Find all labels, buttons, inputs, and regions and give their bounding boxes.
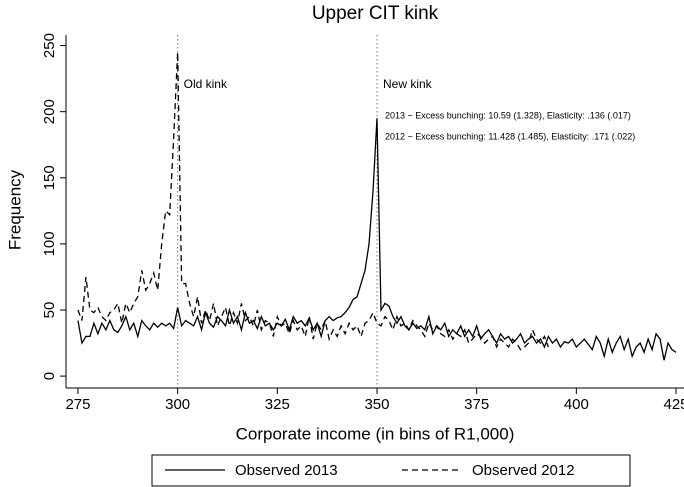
y-tick-label: 0 [41,372,58,380]
kink-label: Old kink [184,77,228,91]
note: 2013 − Excess bunching: 10.59 (1.328), E… [385,110,631,120]
y-tick-label: 100 [41,231,58,256]
y-tick-label: 250 [41,33,58,58]
series-line [77,118,677,361]
note: 2012 − Excess bunching: 11.428 (1.485), … [385,131,635,141]
x-tick-label: 375 [464,396,489,413]
series-line [77,52,550,351]
chart-title: Upper CIT kink [312,3,439,24]
y-tick-label: 150 [41,165,58,190]
x-tick-label: 350 [364,396,389,413]
x-tick-label: 325 [265,396,290,413]
legend-label: Observed 2012 [472,462,575,479]
x-tick-label: 300 [165,396,190,413]
y-tick-label: 200 [41,99,58,124]
legend-box [151,454,631,487]
x-axis-label: Corporate income (in bins of R1,000) [236,424,515,443]
kink-label: New kink [383,77,433,91]
legend-label: Observed 2013 [235,462,338,479]
y-tick-label: 50 [41,302,58,319]
x-tick-label: 400 [564,396,589,413]
x-tick-label: 425 [664,396,684,413]
x-tick-label: 275 [65,396,90,413]
y-axis-label: Frequency [5,169,24,250]
